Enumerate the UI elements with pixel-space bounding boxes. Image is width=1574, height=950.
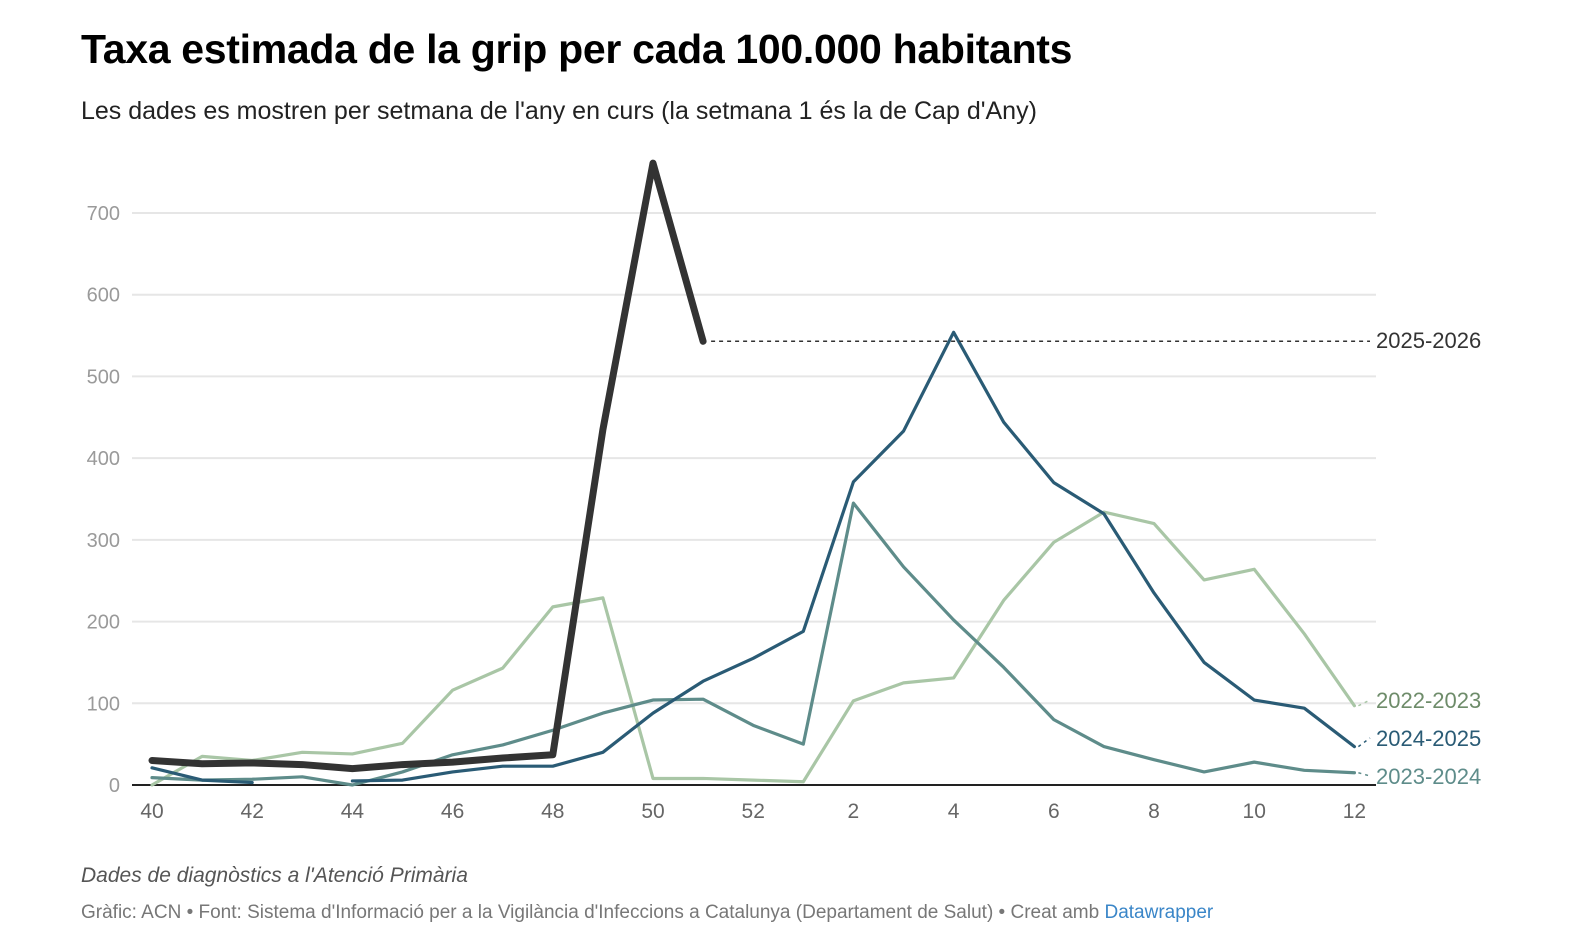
series-label: 2023-2024 bbox=[1376, 764, 1481, 789]
x-tick-label: 52 bbox=[742, 800, 765, 823]
y-axis: 0 100 200 300 400 500 600 700 bbox=[87, 203, 120, 797]
chart-source: Gràfic: ACN • Font: Sistema d'Informació… bbox=[81, 902, 1213, 924]
series-labels: 2022-2023 2023-2024 2024-2025 2025-2026 bbox=[711, 328, 1481, 789]
chart-notes: Dades de diagnòstics a l'Atenció Primàri… bbox=[81, 864, 468, 887]
y-tick-label: 0 bbox=[109, 775, 120, 797]
chart-title: Taxa estimada de la grip per cada 100.00… bbox=[81, 26, 1073, 72]
x-tick-label: 2 bbox=[848, 800, 860, 823]
y-tick-label: 400 bbox=[87, 448, 120, 470]
x-tick-label: 44 bbox=[341, 800, 365, 823]
y-tick-label: 200 bbox=[87, 612, 120, 634]
x-tick-label: 48 bbox=[541, 800, 564, 823]
x-tick-label: 42 bbox=[241, 800, 264, 823]
x-tick-label: 12 bbox=[1343, 800, 1366, 823]
series-lines bbox=[148, 159, 1357, 787]
y-tick-label: 500 bbox=[87, 366, 120, 388]
source-text: Gràfic: ACN • Font: Sistema d'Informació… bbox=[81, 902, 1105, 923]
series-label: 2024-2025 bbox=[1376, 726, 1481, 751]
label-leader-line bbox=[1358, 772, 1371, 777]
x-tick-label: 46 bbox=[441, 800, 464, 823]
series-line-2022-2023 bbox=[150, 510, 1357, 787]
series-line-2024-2025 bbox=[350, 330, 1357, 783]
label-leader-line bbox=[1358, 699, 1371, 707]
series-line-2023-2024 bbox=[150, 501, 1357, 787]
series-label: 2025-2026 bbox=[1376, 328, 1481, 353]
gridlines bbox=[132, 212, 1376, 786]
label-leader-line bbox=[1357, 737, 1371, 748]
y-tick-label: 600 bbox=[87, 285, 120, 307]
series-line-2024-2025 bbox=[150, 766, 254, 785]
y-tick-label: 300 bbox=[87, 530, 120, 552]
chart-subtitle: Les dades es mostren per setmana de l'an… bbox=[81, 97, 1037, 125]
x-tick-label: 50 bbox=[641, 800, 664, 823]
x-tick-label: 4 bbox=[948, 800, 960, 823]
x-axis: 40 42 44 46 48 50 52 2 4 6 8 10 12 bbox=[140, 800, 1366, 823]
series-label: 2022-2023 bbox=[1376, 688, 1481, 713]
x-tick-label: 6 bbox=[1048, 800, 1060, 823]
y-tick-label: 100 bbox=[87, 693, 120, 715]
y-tick-label: 700 bbox=[87, 203, 120, 225]
x-tick-label: 10 bbox=[1243, 800, 1266, 823]
x-tick-label: 8 bbox=[1148, 800, 1160, 823]
datawrapper-link[interactable]: Datawrapper bbox=[1104, 902, 1214, 923]
series-line-2025-2026 bbox=[148, 159, 707, 773]
x-tick-label: 40 bbox=[140, 800, 163, 823]
